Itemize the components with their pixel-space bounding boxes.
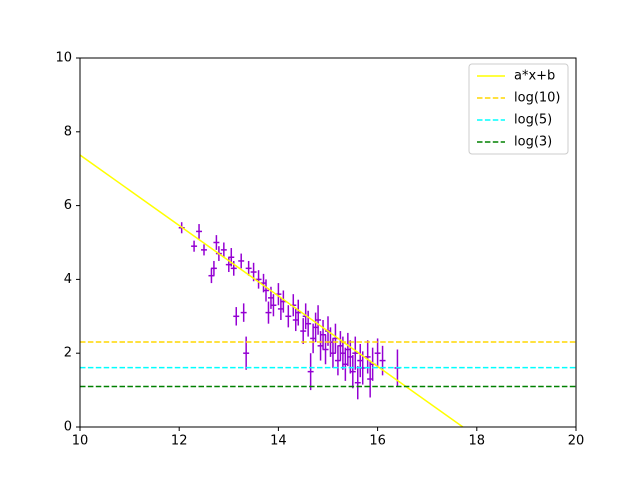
y-tick-label: 8 bbox=[64, 124, 72, 139]
legend-box bbox=[468, 63, 569, 155]
legend-label: log(5) bbox=[514, 113, 552, 128]
y-tick-label: 0 bbox=[64, 420, 72, 435]
x-tick-label: 14 bbox=[270, 434, 287, 449]
x-tick-label: 10 bbox=[72, 434, 89, 449]
y-tick-label: 2 bbox=[64, 346, 72, 361]
legend-label: a*x+b bbox=[514, 69, 555, 84]
plot-area bbox=[80, 154, 576, 427]
x-tick-label: 12 bbox=[171, 434, 188, 449]
y-tick-label: 10 bbox=[55, 51, 72, 66]
y-tick-label: 4 bbox=[64, 272, 72, 287]
series-line bbox=[80, 154, 464, 427]
legend-label: log(10) bbox=[514, 91, 561, 106]
x-tick-label: 18 bbox=[469, 434, 486, 449]
y-tick-label: 6 bbox=[64, 198, 72, 213]
x-tick-label: 20 bbox=[568, 434, 585, 449]
legend-label: log(3) bbox=[514, 135, 552, 150]
axes-frame bbox=[79, 57, 577, 428]
x-tick-label: 16 bbox=[369, 434, 386, 449]
